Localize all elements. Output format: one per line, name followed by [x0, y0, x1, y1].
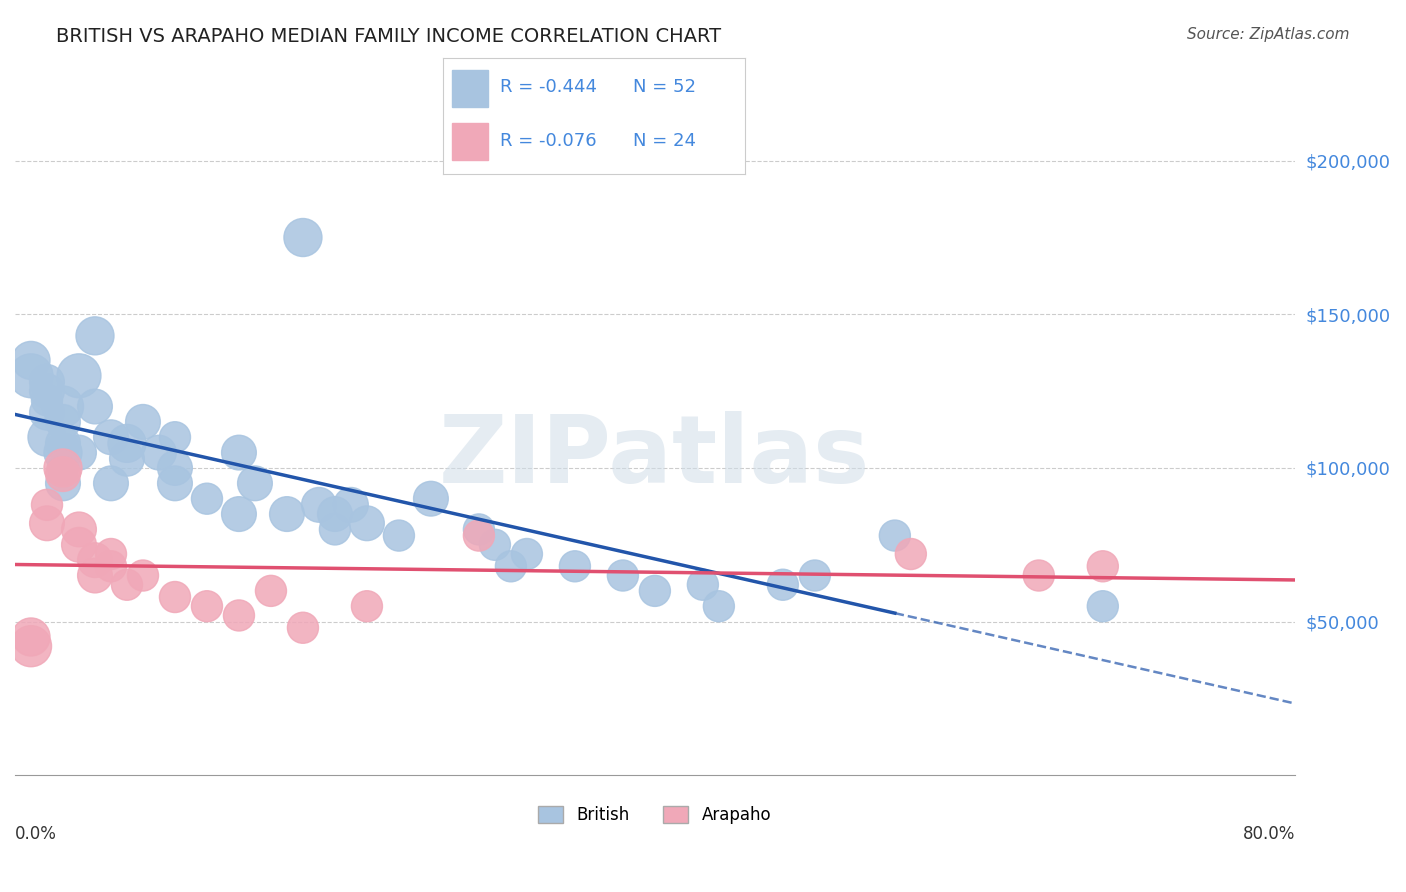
- Point: [1091, 599, 1114, 614]
- Point: [35, 393, 58, 408]
- Point: [52, 400, 75, 414]
- Point: [804, 568, 827, 582]
- Point: [84, 329, 107, 343]
- Point: [67, 538, 90, 552]
- Point: [612, 568, 634, 582]
- FancyBboxPatch shape: [451, 70, 488, 107]
- Point: [308, 498, 330, 512]
- Point: [707, 599, 730, 614]
- Point: [163, 430, 186, 444]
- Point: [132, 415, 155, 429]
- Point: [115, 436, 138, 450]
- Point: [52, 415, 75, 429]
- Point: [163, 461, 186, 475]
- Legend: British, Arapaho: British, Arapaho: [531, 799, 778, 830]
- Point: [52, 461, 75, 475]
- Point: [67, 523, 90, 537]
- Point: [20, 353, 42, 368]
- Point: [52, 461, 75, 475]
- Point: [100, 476, 122, 491]
- Point: [323, 507, 346, 521]
- Point: [468, 523, 491, 537]
- Point: [52, 476, 75, 491]
- Point: [388, 528, 411, 542]
- Point: [499, 559, 522, 574]
- Text: 80.0%: 80.0%: [1243, 825, 1295, 843]
- Point: [340, 498, 363, 512]
- Point: [692, 578, 714, 592]
- Point: [100, 430, 122, 444]
- Point: [195, 599, 218, 614]
- Text: N = 24: N = 24: [633, 133, 696, 151]
- Point: [100, 547, 122, 561]
- Point: [35, 516, 58, 531]
- FancyBboxPatch shape: [451, 123, 488, 160]
- Point: [35, 375, 58, 389]
- Text: ZIPatlas: ZIPatlas: [439, 411, 870, 503]
- Point: [52, 467, 75, 482]
- Point: [84, 568, 107, 582]
- Point: [35, 498, 58, 512]
- Point: [115, 578, 138, 592]
- Point: [84, 400, 107, 414]
- Point: [356, 599, 378, 614]
- Point: [84, 553, 107, 567]
- Point: [276, 507, 298, 521]
- Point: [35, 406, 58, 420]
- Point: [115, 451, 138, 466]
- Point: [228, 507, 250, 521]
- Point: [291, 621, 314, 635]
- Point: [148, 445, 170, 459]
- Point: [20, 639, 42, 653]
- Point: [484, 538, 506, 552]
- Point: [772, 578, 794, 592]
- Point: [20, 630, 42, 644]
- Point: [644, 583, 666, 598]
- Point: [1028, 568, 1050, 582]
- Point: [516, 547, 538, 561]
- Point: [100, 559, 122, 574]
- Point: [67, 368, 90, 383]
- Point: [163, 476, 186, 491]
- Point: [35, 384, 58, 399]
- Point: [260, 583, 283, 598]
- Text: R = -0.076: R = -0.076: [501, 133, 598, 151]
- Text: R = -0.444: R = -0.444: [501, 78, 598, 96]
- Point: [195, 491, 218, 506]
- Point: [243, 476, 266, 491]
- Text: BRITISH VS ARAPAHO MEDIAN FAMILY INCOME CORRELATION CHART: BRITISH VS ARAPAHO MEDIAN FAMILY INCOME …: [56, 27, 721, 45]
- Text: Source: ZipAtlas.com: Source: ZipAtlas.com: [1187, 27, 1350, 42]
- Point: [20, 368, 42, 383]
- Point: [228, 608, 250, 623]
- Point: [52, 436, 75, 450]
- Point: [35, 430, 58, 444]
- Text: 0.0%: 0.0%: [15, 825, 56, 843]
- Point: [1091, 559, 1114, 574]
- Point: [291, 230, 314, 244]
- Point: [564, 559, 586, 574]
- Point: [356, 516, 378, 531]
- Point: [323, 523, 346, 537]
- Point: [132, 568, 155, 582]
- Point: [900, 547, 922, 561]
- Point: [163, 590, 186, 604]
- Point: [228, 445, 250, 459]
- Point: [52, 445, 75, 459]
- Point: [67, 445, 90, 459]
- Text: N = 52: N = 52: [633, 78, 696, 96]
- Point: [883, 528, 905, 542]
- Point: [419, 491, 441, 506]
- Point: [468, 528, 491, 542]
